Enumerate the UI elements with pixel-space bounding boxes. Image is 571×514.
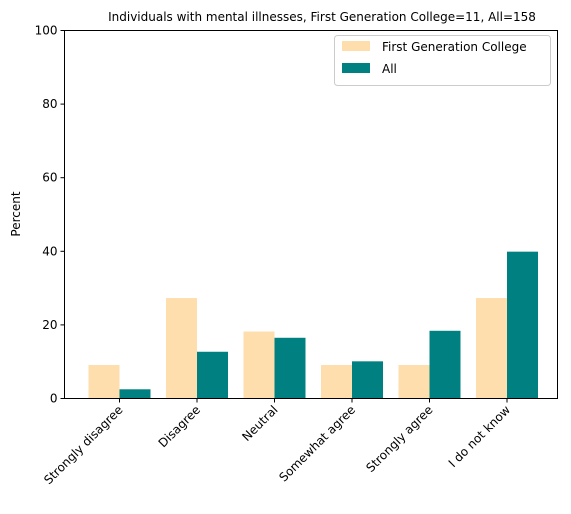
y-axis-label: Percent bbox=[9, 191, 23, 236]
x-axis: Strongly disagree Disagree NeutralSomewhat… bbox=[41, 398, 514, 487]
bar-all-3 bbox=[352, 361, 383, 399]
bar-all-2 bbox=[274, 337, 306, 399]
legend-swatch bbox=[342, 63, 370, 73]
plot-frame bbox=[64, 30, 558, 399]
bar-first-generation-college-2 bbox=[243, 331, 275, 399]
legend-frame bbox=[334, 35, 551, 86]
bar-first-generation-college-1 bbox=[166, 298, 197, 399]
bar-all-5 bbox=[507, 251, 538, 399]
bar-first-generation-college-4 bbox=[398, 365, 430, 399]
bar-all-1 bbox=[197, 351, 228, 399]
chart-title: Individuals with mental illnesses, First… bbox=[108, 10, 536, 24]
legend: First Generation College All bbox=[334, 35, 551, 86]
x-tick-label: Strongly disagree bbox=[41, 403, 125, 487]
y-tick-label: 40 bbox=[42, 244, 57, 258]
bar-first-generation-college-0 bbox=[88, 365, 120, 399]
x-tick-label: Somewhat agree bbox=[276, 403, 358, 485]
y-tick-label: 100 bbox=[35, 24, 58, 38]
legend-label: All bbox=[382, 62, 397, 76]
x-tick-label: Neutral bbox=[239, 403, 280, 444]
legend-swatch bbox=[342, 41, 370, 51]
bar-all-4 bbox=[429, 330, 461, 399]
y-tick-label: 80 bbox=[42, 97, 57, 111]
legend-label: First Generation College bbox=[382, 40, 527, 54]
y-tick-label: 60 bbox=[42, 171, 57, 185]
bar-first-generation-college-3 bbox=[321, 365, 352, 399]
bar-all-0 bbox=[119, 389, 151, 399]
y-tick-label: 0 bbox=[50, 392, 58, 406]
x-tick-label: Disagree bbox=[156, 403, 204, 451]
x-tick-label: Strongly agree bbox=[363, 403, 435, 475]
y-tick-label: 20 bbox=[42, 318, 57, 332]
x-tick-label: I do not know bbox=[446, 403, 514, 471]
bars-layer bbox=[88, 251, 538, 399]
bar-first-generation-college-5 bbox=[476, 298, 507, 399]
y-axis: 0 20 40 60 80 100 bbox=[35, 24, 65, 406]
